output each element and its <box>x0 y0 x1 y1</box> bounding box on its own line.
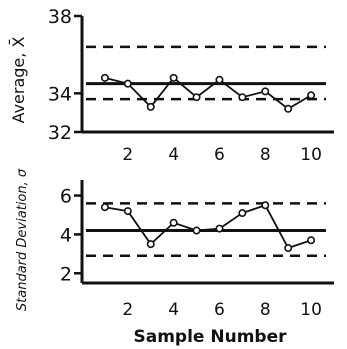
std-dev-chart: 2 4 6 2 4 6 8 10 <box>60 180 334 320</box>
data-point <box>192 93 201 102</box>
x-tick-label: 10 <box>300 145 322 165</box>
data-point <box>123 79 132 88</box>
std-dev-axis-label: Standard Deviation, σ <box>15 168 30 311</box>
data-point <box>215 224 224 233</box>
data-point <box>284 244 293 253</box>
data-point <box>100 203 109 212</box>
data-point <box>192 226 201 235</box>
series-line <box>104 204 312 250</box>
data-point <box>307 91 316 100</box>
y-tick-label: 38 <box>48 6 72 28</box>
data-point <box>307 236 316 245</box>
y-tick-label: 32 <box>48 122 72 144</box>
x-tick-label: 2 <box>122 300 133 320</box>
x-axis-label: Sample Number <box>134 327 288 347</box>
data-point <box>261 87 270 96</box>
data-point <box>215 75 224 84</box>
y-tick-label: 4 <box>60 224 72 246</box>
data-point <box>169 73 178 82</box>
x-tick-label: 4 <box>168 300 179 320</box>
x-tick-label: 6 <box>214 145 225 165</box>
x-tick-label: 6 <box>214 300 225 320</box>
y-tick-label: 6 <box>60 186 72 208</box>
x-tick-label: 2 <box>122 145 133 165</box>
data-point <box>261 201 270 210</box>
x-tick-label: 10 <box>300 300 322 320</box>
x-tick-label: 4 <box>168 145 179 165</box>
data-point <box>284 104 293 113</box>
data-point <box>100 73 109 82</box>
data-point <box>238 93 247 102</box>
y-tick-label: 34 <box>48 83 72 105</box>
x-tick-label: 8 <box>260 145 271 165</box>
y-tick-label: 2 <box>60 263 72 285</box>
data-point <box>146 240 155 249</box>
x-tick-label: 8 <box>260 300 271 320</box>
average-axis-label: Average, X̄ <box>9 37 28 124</box>
data-point <box>169 218 178 227</box>
series-line <box>104 76 312 110</box>
data-point <box>238 209 247 218</box>
data-point <box>123 207 132 216</box>
average-chart: 32 34 38 2 4 6 8 10 <box>48 6 334 165</box>
data-point <box>146 102 155 111</box>
